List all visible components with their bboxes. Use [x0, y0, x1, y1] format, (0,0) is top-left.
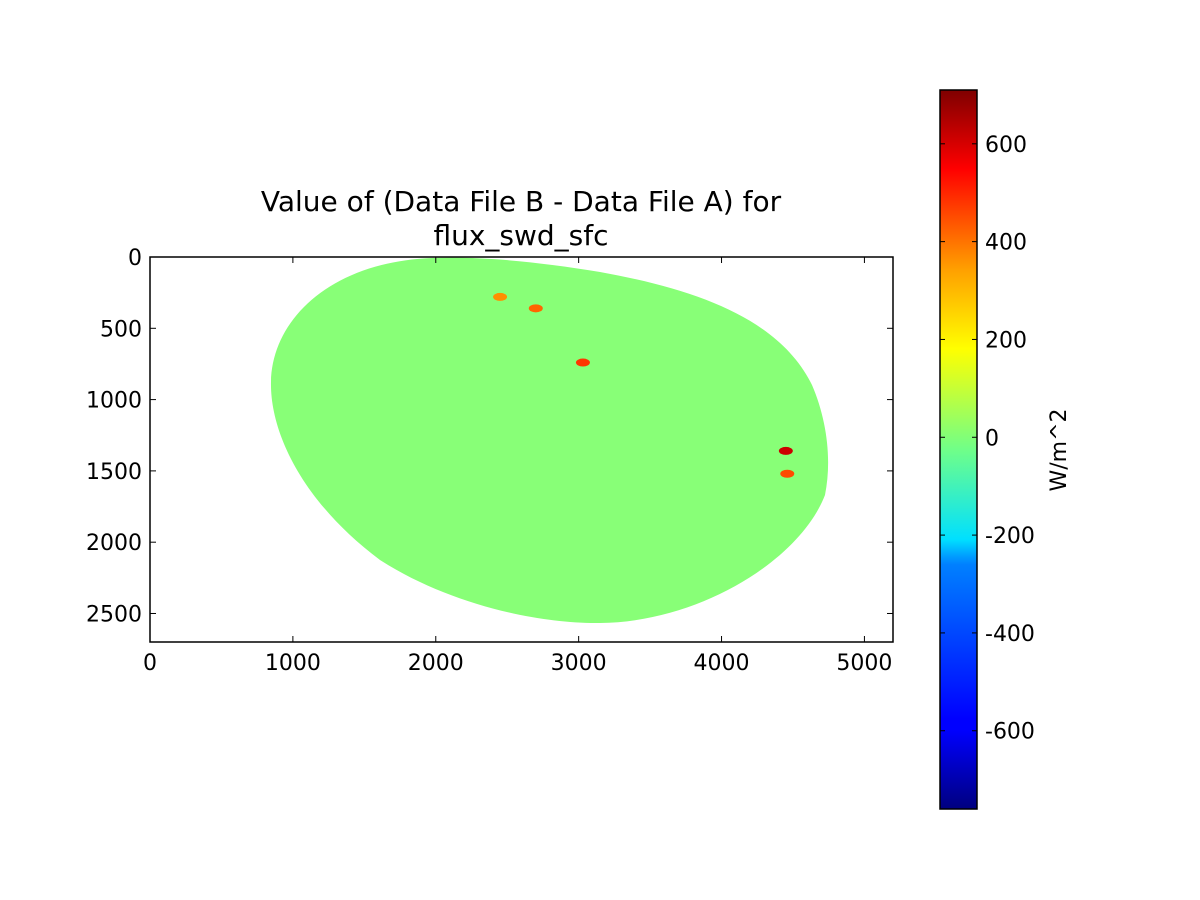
- data-feature: [528, 304, 543, 313]
- colorbar-tick-label: 0: [985, 426, 999, 451]
- x-tick-label: 0: [143, 651, 157, 676]
- colorbar-tick-label: 200: [985, 328, 1027, 353]
- colorbar-tick-label: 400: [985, 231, 1027, 256]
- data-feature: [778, 446, 793, 455]
- data-feature: [575, 358, 590, 367]
- y-tick-label: 2500: [86, 602, 142, 627]
- colorbar-tick-label: 600: [985, 133, 1027, 158]
- data-feature: [493, 292, 508, 301]
- chart-title-line2: flux_swd_sfc: [433, 219, 608, 252]
- chart-title-line1: Value of (Data File B - Data File A) for: [261, 185, 782, 218]
- colorbar-tick-label: -200: [985, 524, 1035, 549]
- x-tick-label: 3000: [551, 651, 607, 676]
- x-tick-label: 5000: [836, 651, 892, 676]
- plot-frame: [149, 256, 894, 643]
- colorbar-tick-label: -400: [985, 622, 1035, 647]
- x-tick-label: 4000: [694, 651, 750, 676]
- data-feature: [780, 469, 795, 478]
- y-tick-label: 0: [128, 246, 142, 271]
- data-features: [493, 292, 795, 478]
- x-tick-label: 2000: [408, 651, 464, 676]
- y-tick-label: 500: [100, 317, 142, 342]
- y-axis: 0 500 1000 1500 2000 2500: [86, 246, 893, 627]
- x-axis: 0 1000 2000 3000 4000 5000: [143, 257, 892, 676]
- x-tick-label: 1000: [265, 651, 321, 676]
- heatmap-plot: [150, 257, 893, 642]
- y-tick-label: 2000: [86, 531, 142, 556]
- data-disk: [270, 257, 829, 624]
- colorbar-label: W/m^2: [1047, 408, 1072, 491]
- y-tick-label: 1000: [86, 389, 142, 414]
- colorbar-tick-label: -600: [985, 720, 1035, 745]
- colorbar: [939, 89, 978, 810]
- colorbar-ticks: 600 400 200 0 -200 -400 -600: [940, 133, 1035, 745]
- y-tick-label: 1500: [86, 460, 142, 485]
